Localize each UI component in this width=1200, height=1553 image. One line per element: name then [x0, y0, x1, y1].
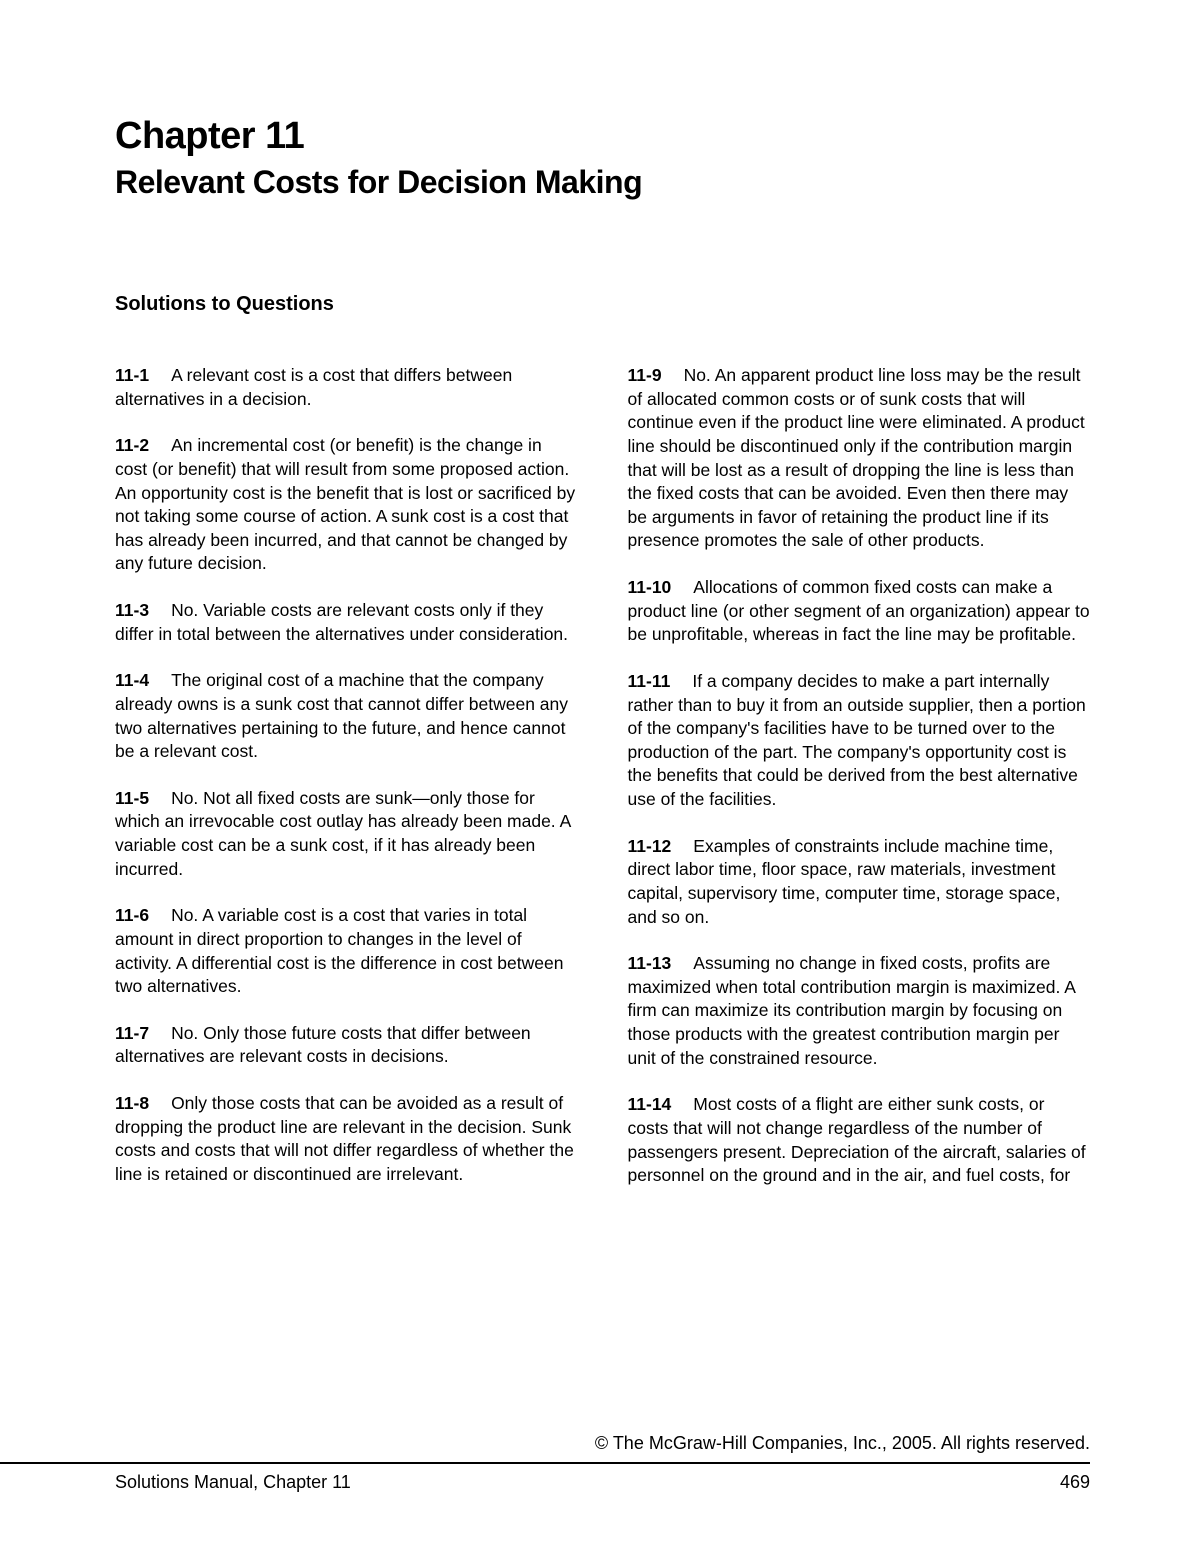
question-label: 11-12 — [628, 836, 694, 856]
question-item: 11-5No. Not all fixed costs are sunk—onl… — [115, 787, 578, 882]
footer-page-number: 469 — [1060, 1472, 1090, 1493]
question-item: 11-12Examples of constraints include mac… — [628, 835, 1091, 930]
question-label: 11-4 — [115, 670, 171, 690]
question-label: 11-13 — [628, 953, 694, 973]
question-text: Allocations of common fixed costs can ma… — [628, 577, 1090, 644]
question-label: 11-10 — [628, 577, 694, 597]
question-text: Most costs of a flight are either sunk c… — [628, 1094, 1086, 1185]
question-label: 11-3 — [115, 600, 171, 620]
question-item: 11-3No. Variable costs are relevant cost… — [115, 599, 578, 646]
question-text: An incremental cost (or benefit) is the … — [115, 435, 575, 573]
footer-bottom: Solutions Manual, Chapter 11 469 — [0, 1464, 1200, 1493]
question-item: 11-1A relevant cost is a cost that diffe… — [115, 364, 578, 411]
question-text: No. Not all fixed costs are sunk—only th… — [115, 788, 570, 879]
question-text: A relevant cost is a cost that differs b… — [115, 365, 512, 409]
question-item: 11-11If a company decides to make a part… — [628, 670, 1091, 812]
question-text: No. A variable cost is a cost that varie… — [115, 905, 563, 996]
question-item: 11-4The original cost of a machine that … — [115, 669, 578, 764]
section-heading: Solutions to Questions — [115, 293, 1090, 316]
question-label: 11-9 — [628, 365, 684, 385]
question-text: No. Only those future costs that differ … — [115, 1023, 531, 1067]
question-item: 11-9No. An apparent product line loss ma… — [628, 364, 1091, 553]
question-text: No. An apparent product line loss may be… — [628, 365, 1085, 550]
question-text: Only those costs that can be avoided as … — [115, 1093, 574, 1184]
question-label: 11-5 — [115, 788, 171, 808]
question-text: Assuming no change in fixed costs, profi… — [628, 953, 1075, 1068]
question-text: If a company decides to make a part inte… — [628, 671, 1086, 809]
content-columns: 11-1A relevant cost is a cost that diffe… — [115, 364, 1090, 1211]
question-text: No. Variable costs are relevant costs on… — [115, 600, 568, 644]
question-item: 11-10Allocations of common fixed costs c… — [628, 576, 1091, 647]
question-item: 11-2An incremental cost (or benefit) is … — [115, 434, 578, 576]
page-footer: © The McGraw-Hill Companies, Inc., 2005.… — [0, 1433, 1200, 1493]
question-label: 11-1 — [115, 365, 171, 385]
question-label: 11-14 — [628, 1094, 694, 1114]
question-item: 11-7No. Only those future costs that dif… — [115, 1022, 578, 1069]
question-label: 11-11 — [628, 671, 693, 691]
question-text: The original cost of a machine that the … — [115, 670, 568, 761]
footer-manual: Solutions Manual, Chapter 11 — [115, 1472, 351, 1493]
chapter-title: Chapter 11 — [115, 115, 1090, 158]
question-item: 11-6No. A variable cost is a cost that v… — [115, 904, 578, 999]
footer-copyright: © The McGraw-Hill Companies, Inc., 2005.… — [0, 1433, 1200, 1462]
question-text: Examples of constraints include machine … — [628, 836, 1061, 927]
question-label: 11-2 — [115, 435, 171, 455]
question-item: 11-13Assuming no change in fixed costs, … — [628, 952, 1091, 1070]
question-label: 11-6 — [115, 905, 171, 925]
question-label: 11-8 — [115, 1093, 171, 1113]
question-item: 11-8Only those costs that can be avoided… — [115, 1092, 578, 1187]
question-label: 11-7 — [115, 1023, 171, 1043]
column-right: 11-9No. An apparent product line loss ma… — [628, 364, 1091, 1211]
column-left: 11-1A relevant cost is a cost that diffe… — [115, 364, 578, 1211]
chapter-subtitle: Relevant Costs for Decision Making — [115, 164, 1090, 201]
question-item: 11-14Most costs of a flight are either s… — [628, 1093, 1091, 1188]
